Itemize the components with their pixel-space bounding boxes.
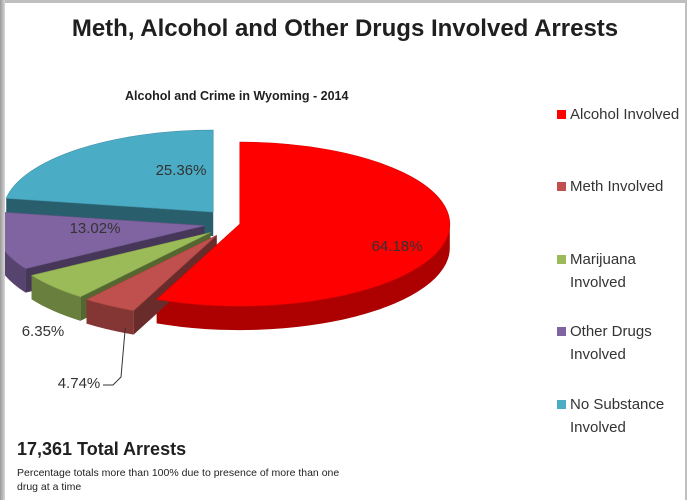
legend-swatch-no-substance-involved <box>557 400 566 409</box>
legend-label-no-substance-involved: No Substance Involved <box>570 396 665 436</box>
legend-swatch-other-drugs-involved <box>557 327 566 336</box>
slide-edge <box>0 0 5 500</box>
legend-label-other-drugs-involved: Other Drugs Involved <box>570 323 652 363</box>
pie-chart: 64.18% 4.74% 6.35% 13.02% 25.36% <box>5 129 451 392</box>
data-label-marijuana-involved: 6.35% <box>22 323 65 340</box>
slide: Meth, Alcohol and Other Drugs Involved A… <box>5 3 685 500</box>
legend-swatch-alcohol-involved <box>557 110 566 119</box>
pie-slice-top-no-substance-involved <box>5 129 214 213</box>
pie-slice-top-alcohol-involved <box>156 141 451 307</box>
leader-line <box>103 327 126 386</box>
legend-label-marijuana-involved: Marijuana Involved <box>570 251 636 291</box>
legend-label-alcohol-involved: Alcohol Involved <box>570 106 680 123</box>
pie-slice-top-meth-involved <box>85 235 217 311</box>
slide-title: Meth, Alcohol and Other Drugs Involved A… <box>71 15 619 42</box>
total-arrests: 17,361 Total Arrests <box>17 439 187 459</box>
pie-slice-top-marijuana-involved <box>30 232 211 298</box>
data-label-meth-involved: 4.74% <box>58 375 101 392</box>
legend-swatch-marijuana-involved <box>557 255 566 264</box>
data-label-alcohol-involved: 64.18% <box>372 238 423 255</box>
chart-title: Alcohol and Crime in Wyoming - 2014 <box>125 89 349 103</box>
legend-label-meth-involved: Meth Involved <box>570 178 664 195</box>
data-label-no-substance-involved: 25.36% <box>156 162 207 179</box>
legend-swatch-meth-involved <box>557 182 566 191</box>
pie-slice-top-other-drugs-involved <box>5 212 205 269</box>
footnote: Percentage totals more than 100% due to … <box>17 467 340 493</box>
data-label-other-drugs-involved: 13.02% <box>70 220 121 237</box>
